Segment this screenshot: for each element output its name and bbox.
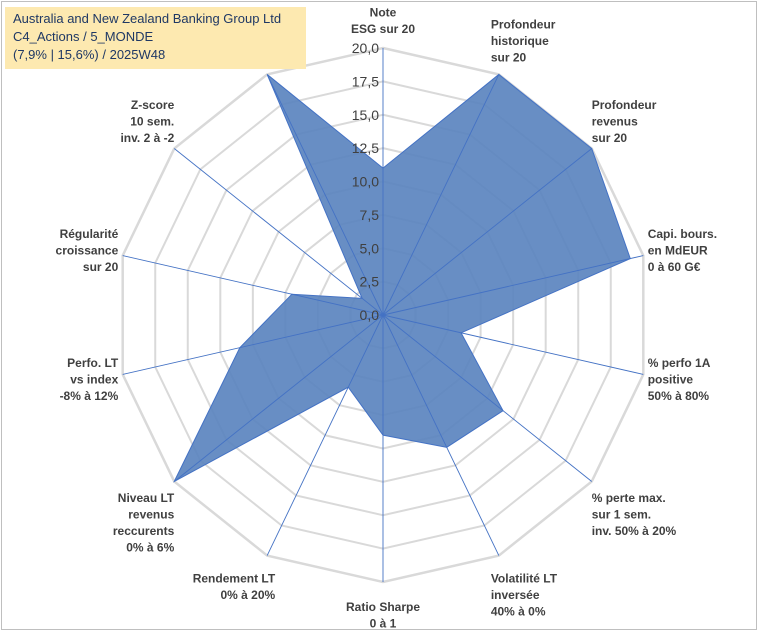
axis-label: Volatilité LT inversée 40% à 0% [491,571,558,618]
axis-label-line: -8% à 12% [60,389,119,403]
axis-spoke [382,148,593,316]
chart-title-line1: Australia and New Zealand Banking Group … [13,11,282,26]
axis-label-line: vs index [70,373,118,387]
axis-label-line: % perte max. [592,491,666,505]
axis-label-line: % perfo 1A [648,356,711,370]
axis-label-line: sur 1 sem. [592,507,651,521]
axis-label-line: 10 sem. [130,115,174,129]
axis-spoke [382,314,500,556]
axis-spoke [382,314,644,375]
axis-label-line: Z-score [131,98,175,112]
axis-label-line: Volatilité LT [491,571,558,585]
axis-spoke [382,74,500,316]
tick-label: 20,0 [352,40,379,56]
axis-label-line: 40% à 0% [491,604,546,618]
axis-label-line: historique [491,34,549,48]
axis-label-line: Régularité [60,227,119,241]
axis-spoke [122,255,384,316]
axis-label: Z-score 10 sem. inv. 2 à -2 [120,98,174,145]
axis-label-line: sur 20 [592,131,628,145]
chart-title-box: Australia and New Zealand Banking Group … [5,7,306,69]
axis-label-line: Perfo. LT [67,356,119,370]
axis-label-line: 0 à 1 [370,617,397,631]
axis-label-line: inv. 2 à -2 [120,131,174,145]
axis-label-line: positive [648,373,694,387]
axis-label: Niveau LT revenus reccurents 0% à 6% [113,491,175,555]
axis-label-line: reccurents [113,524,175,538]
axis-spoke [173,148,384,316]
axis-spoke [382,255,644,316]
tick-label: 15,0 [352,107,379,123]
axis-label: Note ESG sur 20 [351,6,415,37]
axis-spoke [266,74,384,316]
tick-label: 12,5 [352,140,379,156]
axis-label-line: ESG sur 20 [351,22,415,36]
axis-label-line: Note [370,6,397,20]
tick-label: 2,5 [360,274,380,290]
axis-label-line: Capi. bours. [648,227,717,241]
axis-label-line: revenus [128,507,174,521]
axis-label-line: 0% à 6% [126,540,174,554]
axis-label-line: croissance [56,243,119,257]
axis-label-line: 0 à 60 G€ [648,260,701,274]
axis-label: Ratio Sharpe 0 à 1 [346,600,420,631]
axis-spoke [382,314,593,482]
axis-label-line: Rendement LT [193,571,276,585]
axis-label-line: inversée [491,588,540,602]
tick-label: 10,0 [352,174,379,190]
radar-spokes [122,48,644,582]
axis-label: Perfo. LT vs index -8% à 12% [60,356,119,403]
axis-spoke [266,314,384,556]
chart-title-line3: (7,9% | 15,6%) / 2025W48 [13,47,166,62]
axis-label-line: Profondeur [592,98,657,112]
chart-title-line2: C4_Actions / 5_MONDE [13,29,154,44]
radar-tick-labels: 0,0 2,5 5,0 7,5 10,0 12,5 15,0 17,5 20,0 [352,40,379,323]
axis-label-line: Niveau LT [118,491,175,505]
axis-spoke [173,314,384,482]
axis-spoke [122,314,384,375]
axis-label: Profondeur revenus sur 20 [592,98,657,145]
tick-label: 7,5 [360,207,380,223]
axis-label-line: 50% à 80% [648,389,710,403]
axis-label-line: en MdEUR [648,243,708,257]
axis-label: Rendement LT 0% à 20% [193,571,276,602]
axis-label-line: sur 20 [491,51,527,65]
tick-label: 17,5 [352,73,379,89]
radar-axis-labels: Note ESG sur 20 Profondeur historique sur 20… [56,6,718,631]
axis-label: Régularité croissance sur 20 [56,227,119,274]
axis-label-line: 0% à 20% [220,588,275,602]
axis-label-line: inv. 50% à 20% [592,524,677,538]
tick-label: 0,0 [360,307,380,323]
axis-label-line: sur 20 [83,260,119,274]
axis-label: % perte max. sur 1 sem. inv. 50% à 20% [592,491,677,538]
axis-label: Profondeur historique sur 20 [491,18,556,65]
axis-label: Capi. bours. en MdEUR 0 à 60 G€ [648,227,717,274]
tick-label: 5,0 [360,240,380,256]
axis-label-line: Ratio Sharpe [346,600,420,614]
axis-label: % perfo 1A positive 50% à 80% [648,356,711,403]
axis-label-line: revenus [592,115,638,129]
axis-label-line: Profondeur [491,18,556,32]
